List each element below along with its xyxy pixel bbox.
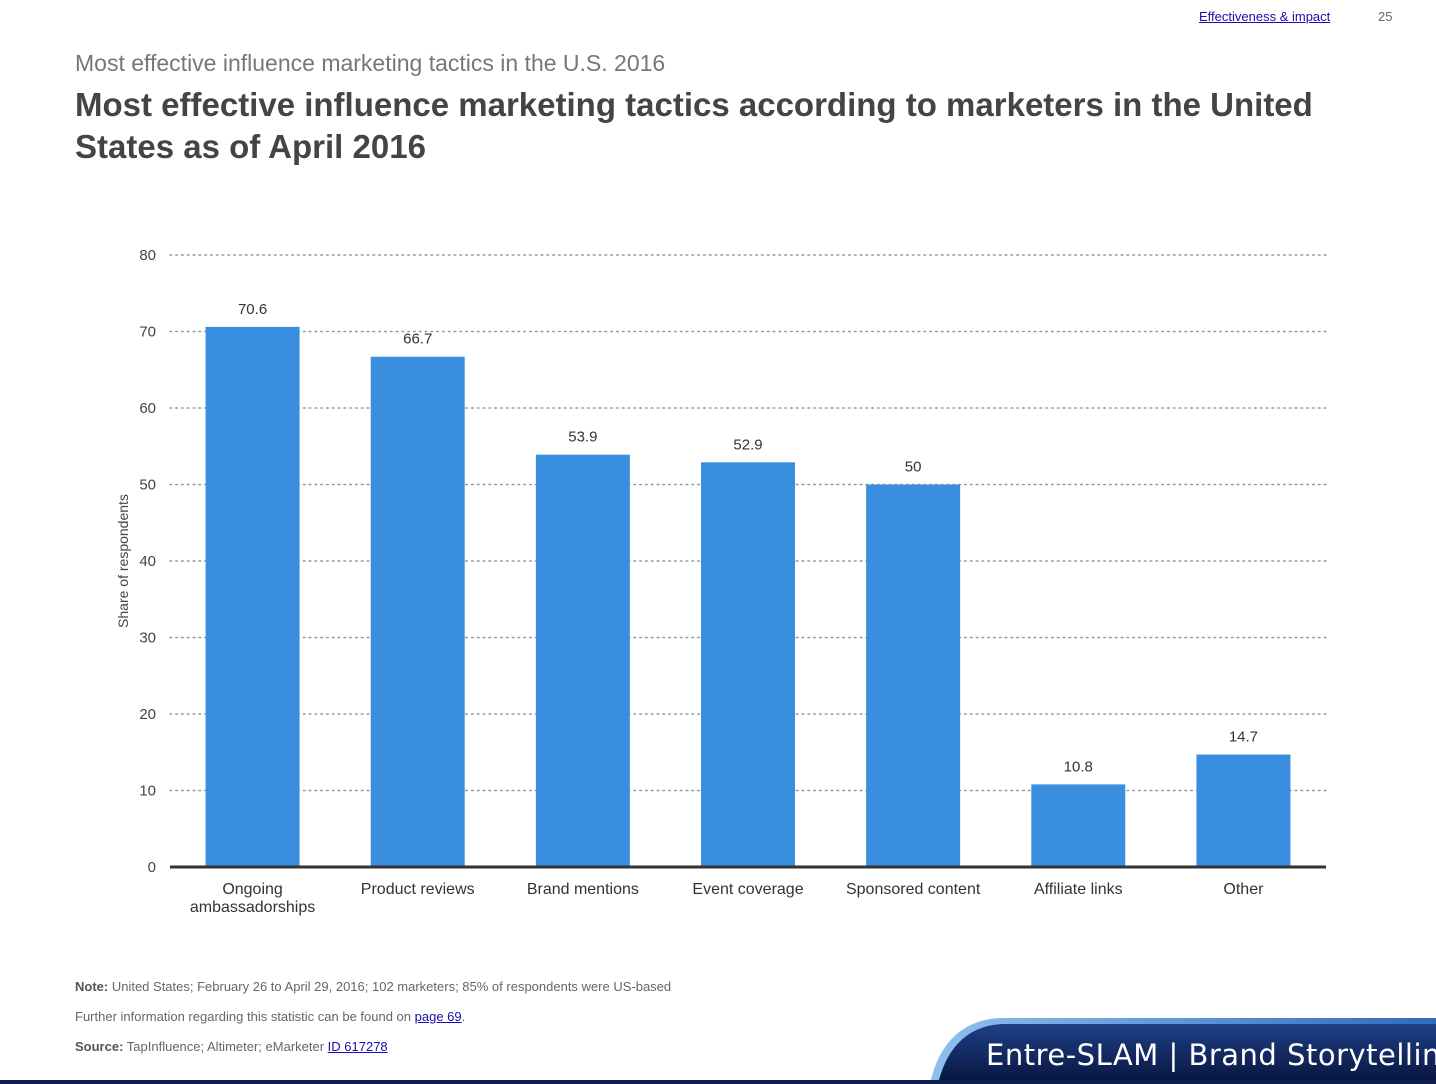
banner-shape (930, 1018, 1436, 1084)
x-tick-label: Affiliate links (1034, 881, 1123, 898)
note-label: Note: (75, 979, 109, 994)
page-number: 25 (1378, 9, 1393, 24)
y-tick-label: 40 (139, 553, 156, 570)
x-tick-label-line: Sponsored content (846, 881, 981, 898)
x-tick-label-line: Affiliate links (1034, 881, 1123, 898)
x-tick-label-line: Ongoing (222, 881, 283, 898)
data-label: 50 (905, 459, 922, 476)
y-axis-label: Share of respondents (115, 494, 131, 628)
y-tick-label: 70 (139, 324, 156, 341)
x-tick-label: Event coverage (692, 881, 803, 898)
x-tick-label: Other (1223, 881, 1264, 898)
y-tick-label: 0 (148, 859, 156, 876)
page-link[interactable]: page 69 (414, 1009, 462, 1024)
brand-banner: Entre-SLAM | Brand Storytelling (930, 1016, 1436, 1084)
chart-title: Most effective influence marketing tacti… (75, 86, 1313, 165)
footer-further-info: Further information regarding this stati… (75, 1009, 465, 1024)
source-label: Source: (75, 1039, 124, 1054)
y-tick-label: 60 (139, 400, 156, 417)
y-tick-label: 30 (139, 630, 156, 647)
x-tick-label: Ongoing ambassadorships (190, 881, 315, 916)
bar (370, 356, 465, 867)
banner-text: Entre-SLAM | Brand Storytelling (986, 1038, 1436, 1072)
y-tick-label: 50 (139, 477, 156, 494)
bar (1196, 754, 1291, 867)
bar (1031, 784, 1126, 867)
source-text: TapInfluence; Altimeter; eMarketer (123, 1039, 328, 1054)
statistic-id-link[interactable]: ID 617278 (327, 1039, 388, 1054)
bar (701, 462, 795, 867)
footer-source: Source: TapInfluence; Altimeter; eMarket… (75, 1039, 388, 1054)
x-tick-label-line: Brand mentions (527, 881, 639, 898)
data-label: 10.8 (1064, 758, 1093, 775)
y-tick-label: 80 (139, 247, 156, 264)
note-text: United States; February 26 to April 29, … (108, 979, 672, 994)
bottom-rule (0, 1080, 1436, 1084)
bar (535, 454, 630, 867)
chart-subtitle: Most effective influence marketing tacti… (75, 50, 666, 76)
x-tick-label-line: Event coverage (692, 881, 803, 898)
x-tick-label-line: Product reviews (361, 881, 475, 898)
x-tick-label-line: ambassadorships (190, 899, 315, 916)
x-tick-label: Product reviews (361, 881, 475, 898)
bar (205, 326, 300, 867)
data-label: 52.9 (733, 436, 762, 453)
bar-chart: 0 10 20 30 40 50 60 70 80 Share of respondents 70.… (115, 247, 1327, 916)
footer-note: Note: United States; February 26 to Apri… (75, 979, 671, 994)
section-link[interactable]: Effectiveness & impact (1199, 9, 1331, 24)
y-tick-label: 10 (139, 783, 156, 800)
x-tick-label-line: Other (1223, 881, 1264, 898)
data-label: 14.7 (1229, 729, 1258, 746)
data-label: 66.7 (403, 331, 432, 348)
data-label: 70.6 (238, 301, 267, 318)
further-end: . (461, 1009, 466, 1024)
data-label: 53.9 (568, 429, 597, 446)
bar (866, 484, 961, 867)
y-tick-label: 20 (139, 706, 156, 723)
x-tick-label: Sponsored content (846, 881, 981, 898)
x-tick-label: Brand mentions (527, 881, 639, 898)
further-text: Further information regarding this stati… (75, 1009, 415, 1024)
